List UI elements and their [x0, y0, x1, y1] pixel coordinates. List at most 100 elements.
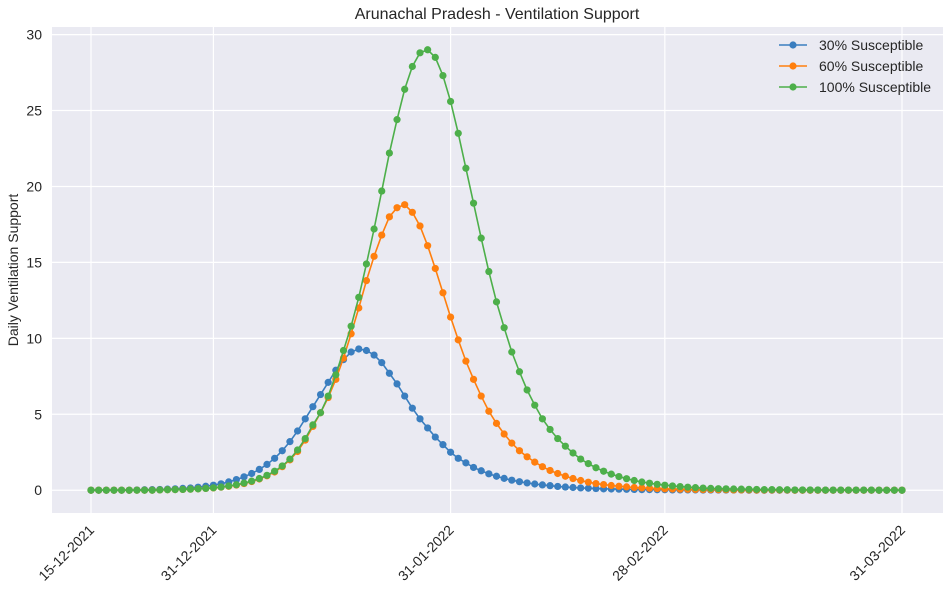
data-point [133, 486, 141, 494]
legend-entry: 30% Susceptible [779, 37, 924, 53]
data-point [661, 481, 669, 489]
data-point [485, 267, 493, 276]
data-point [791, 486, 799, 494]
data-point [431, 433, 439, 441]
data-point [362, 346, 371, 355]
data-point [477, 234, 485, 242]
legend-entry: 60% Susceptible [779, 58, 924, 74]
data-point [316, 409, 325, 417]
data-point [775, 486, 784, 494]
data-point [898, 486, 906, 494]
data-point [645, 484, 654, 492]
data-point [263, 460, 271, 468]
data-point [378, 231, 386, 239]
data-point [546, 466, 554, 475]
data-point [431, 264, 439, 273]
y-tick-label: 15 [26, 254, 42, 270]
data-point [401, 392, 409, 400]
data-point [569, 474, 577, 483]
data-point [584, 484, 592, 492]
data-point [492, 472, 501, 480]
data-point [538, 463, 547, 471]
data-point [860, 486, 868, 494]
data-point [561, 483, 569, 491]
y-tick-label: 25 [26, 103, 42, 119]
data-point [508, 348, 516, 356]
data-point [653, 480, 661, 488]
data-point [347, 322, 355, 330]
data-point [806, 486, 814, 494]
data-point [385, 213, 393, 221]
data-point [569, 449, 577, 457]
data-point [883, 486, 891, 494]
series-3 [87, 46, 906, 494]
data-point [209, 484, 218, 492]
data-point [378, 187, 386, 195]
data-point [408, 62, 416, 71]
legend-marker [789, 62, 797, 70]
data-point [538, 481, 547, 489]
data-point [546, 482, 554, 490]
data-point [240, 473, 248, 481]
data-point [255, 465, 263, 474]
data-point [332, 371, 340, 379]
data-point [102, 486, 110, 494]
data-point [362, 277, 371, 285]
data-point [462, 459, 470, 467]
data-point [768, 486, 776, 494]
data-point [324, 392, 332, 400]
data-point [668, 482, 677, 490]
data-point [561, 442, 569, 450]
data-point [592, 484, 600, 493]
chart-title: Arunachal Pradesh - Ventilation Support [355, 6, 640, 23]
data-point [271, 467, 279, 475]
data-point [316, 390, 325, 399]
data-point [554, 469, 562, 478]
data-point [240, 479, 248, 487]
data-point [844, 486, 853, 494]
data-point [378, 359, 386, 367]
data-point [454, 336, 462, 344]
data-point [699, 484, 707, 492]
data-point [615, 472, 623, 481]
data-point [592, 479, 600, 488]
data-point [416, 49, 424, 57]
data-point [592, 464, 600, 472]
data-point [446, 313, 455, 321]
data-point [232, 475, 240, 484]
data-point [118, 486, 126, 494]
data-point [737, 485, 745, 493]
data-point [424, 46, 432, 54]
data-point [140, 486, 149, 494]
data-point [783, 486, 791, 494]
data-point [385, 149, 393, 157]
data-point [408, 208, 416, 216]
data-point [630, 476, 638, 485]
data-point [515, 368, 524, 376]
data-point [531, 458, 539, 466]
data-point [171, 486, 179, 494]
data-point [875, 486, 883, 494]
data-point [255, 474, 263, 483]
data-point [446, 97, 455, 106]
data-point [684, 483, 692, 491]
data-point [600, 481, 608, 489]
data-point [600, 467, 608, 475]
data-point [531, 480, 539, 488]
data-point [890, 486, 898, 494]
data-point [569, 483, 577, 492]
data-point [301, 415, 309, 423]
data-point [95, 486, 103, 494]
data-point [676, 482, 684, 491]
data-point [577, 484, 585, 492]
plot-area [52, 27, 943, 513]
data-point [469, 375, 478, 383]
data-point [393, 116, 401, 124]
data-point [401, 201, 409, 209]
data-point [232, 481, 240, 489]
data-point [492, 419, 501, 427]
data-point [814, 486, 822, 494]
data-point [554, 482, 562, 491]
data-point [607, 470, 615, 478]
data-point [645, 479, 654, 487]
